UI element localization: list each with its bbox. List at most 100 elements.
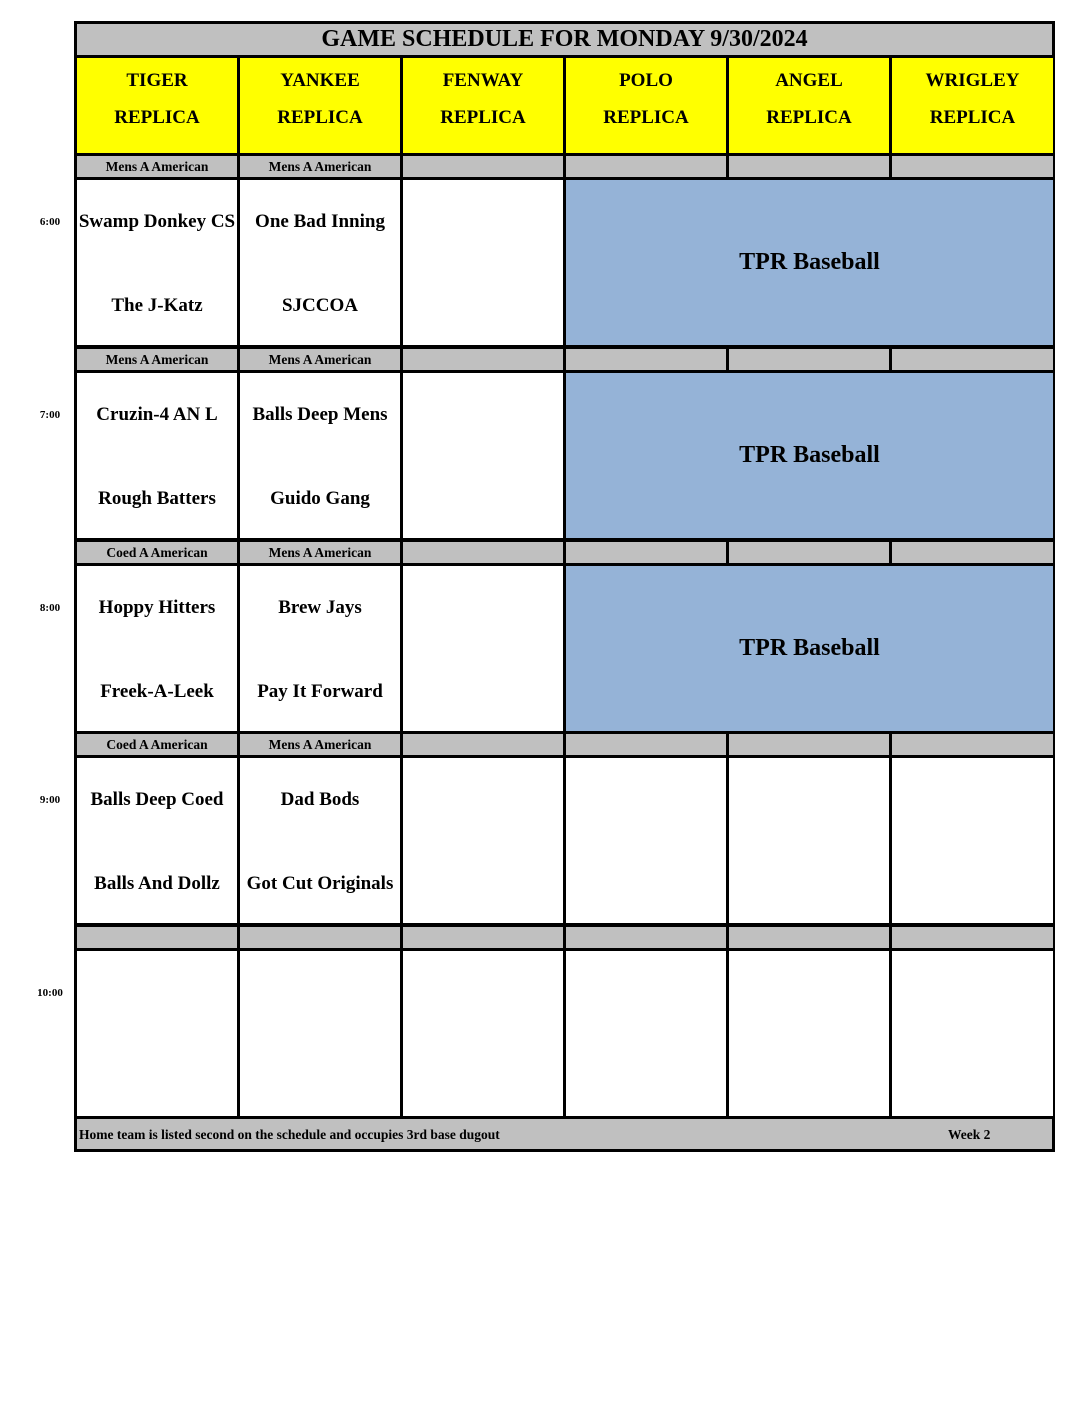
page-title: GAME SCHEDULE FOR MONDAY 9/30/2024 — [321, 26, 808, 52]
away-team: Balls Deep Mens — [252, 404, 388, 425]
division-text: Mens A American — [268, 351, 372, 367]
division-text: Mens A American — [105, 158, 209, 174]
home-team: Got Cut Originals — [246, 873, 394, 894]
away-team: Balls Deep Coed — [90, 789, 224, 810]
home-team: Guido Gang — [270, 488, 370, 509]
division-label — [729, 542, 889, 563]
division-label — [729, 156, 889, 177]
division-label: Coed A American — [77, 542, 237, 563]
division-label: Mens A American — [77, 349, 237, 370]
reserved-label: TPR Baseball — [739, 442, 880, 468]
field-subtitle: REPLICA — [114, 107, 200, 128]
game-cell — [77, 951, 237, 1116]
game-cell: Cruzin-4 AN L Rough Batters — [77, 373, 237, 538]
field-subtitle: REPLICA — [277, 107, 363, 128]
field-header-fenway: FENWAY REPLICA — [403, 58, 563, 153]
division-label: Mens A American — [240, 542, 400, 563]
reserved-label: TPR Baseball — [739, 249, 880, 275]
footer-bar: Home team is listed second on the schedu… — [77, 1119, 1052, 1149]
game-cell: Brew Jays Pay It Forward — [240, 566, 400, 731]
division-text: Mens A American — [105, 351, 209, 367]
division-label — [403, 927, 563, 948]
game-cell: Balls Deep Mens Guido Gang — [240, 373, 400, 538]
game-cell — [892, 758, 1053, 923]
field-header-polo: POLO REPLICA — [566, 58, 726, 153]
home-team: Pay It Forward — [257, 681, 383, 702]
game-cell — [566, 758, 726, 923]
reserved-block: TPR Baseball — [566, 566, 1053, 731]
game-cell — [403, 180, 563, 345]
division-label — [892, 927, 1053, 948]
game-cell — [403, 566, 563, 731]
game-cell: Dad Bods Got Cut Originals — [240, 758, 400, 923]
game-cell: Hoppy Hitters Freek-A-Leek — [77, 566, 237, 731]
home-team: Freek-A-Leek — [100, 681, 214, 702]
home-team: The J-Katz — [111, 295, 203, 316]
reserved-label: TPR Baseball — [739, 635, 880, 661]
division-label — [77, 927, 237, 948]
away-team: Brew Jays — [278, 597, 362, 618]
home-team: Rough Batters — [98, 488, 216, 509]
field-name: YANKEE — [280, 70, 360, 91]
division-text: Mens A American — [268, 736, 372, 752]
game-cell — [566, 951, 726, 1116]
division-label — [403, 734, 563, 755]
field-header-tiger: TIGER REPLICA — [77, 58, 237, 153]
away-team: One Bad Inning — [255, 211, 385, 232]
reserved-block: TPR Baseball — [566, 373, 1053, 538]
game-cell — [729, 951, 889, 1116]
game-cell — [403, 758, 563, 923]
field-name: ANGEL — [775, 70, 843, 91]
division-label — [403, 349, 563, 370]
division-label — [892, 349, 1053, 370]
field-name: POLO — [619, 70, 673, 91]
field-header-yankee: YANKEE REPLICA — [240, 58, 400, 153]
time-label: 9:00 — [39, 794, 61, 806]
division-text: Mens A American — [268, 544, 372, 560]
schedule-table: GAME SCHEDULE FOR MONDAY 9/30/2024 TIGER R… — [74, 21, 1055, 1152]
division-label — [566, 927, 726, 948]
division-label — [729, 349, 889, 370]
away-team: Hoppy Hitters — [98, 597, 216, 618]
division-label — [403, 542, 563, 563]
division-label: Mens A American — [240, 156, 400, 177]
title-bar: GAME SCHEDULE FOR MONDAY 9/30/2024 — [77, 24, 1052, 55]
division-label: Mens A American — [77, 156, 237, 177]
field-header-wrigley: WRIGLEY REPLICA — [892, 58, 1053, 153]
division-text: Coed A American — [106, 544, 208, 560]
division-text: Mens A American — [268, 158, 372, 174]
division-label — [892, 542, 1053, 563]
division-label — [240, 927, 400, 948]
time-label: 10:00 — [37, 987, 63, 999]
game-cell — [729, 758, 889, 923]
home-team: SJCCOA — [281, 295, 358, 316]
division-label — [566, 542, 726, 563]
time-label: 6:00 — [39, 216, 61, 228]
time-label: 7:00 — [39, 409, 61, 421]
away-team: Swamp Donkey CS — [78, 211, 236, 232]
division-label — [729, 734, 889, 755]
field-header-angel: ANGEL REPLICA — [729, 58, 889, 153]
division-label — [566, 349, 726, 370]
field-name: WRIGLEY — [925, 70, 1020, 91]
division-label: Mens A American — [240, 734, 400, 755]
field-name: TIGER — [126, 70, 188, 91]
field-subtitle: REPLICA — [440, 107, 526, 128]
time-label: 8:00 — [39, 602, 61, 614]
game-cell: Swamp Donkey CS The J-Katz — [77, 180, 237, 345]
reserved-block: TPR Baseball — [566, 180, 1053, 345]
game-cell — [892, 951, 1053, 1116]
away-team: Dad Bods — [280, 789, 360, 810]
away-team: Cruzin-4 AN L — [96, 404, 218, 425]
field-subtitle: REPLICA — [929, 107, 1016, 128]
division-label: Mens A American — [240, 349, 400, 370]
division-label — [566, 156, 726, 177]
game-cell — [403, 373, 563, 538]
game-cell — [240, 951, 400, 1116]
division-label — [566, 734, 726, 755]
division-label: Coed A American — [77, 734, 237, 755]
footer-note: Home team is listed second on the schedu… — [79, 1127, 500, 1142]
division-text: Coed A American — [106, 736, 208, 752]
game-cell: One Bad Inning SJCCOA — [240, 180, 400, 345]
game-cell: Balls Deep Coed Balls And Dollz — [77, 758, 237, 923]
